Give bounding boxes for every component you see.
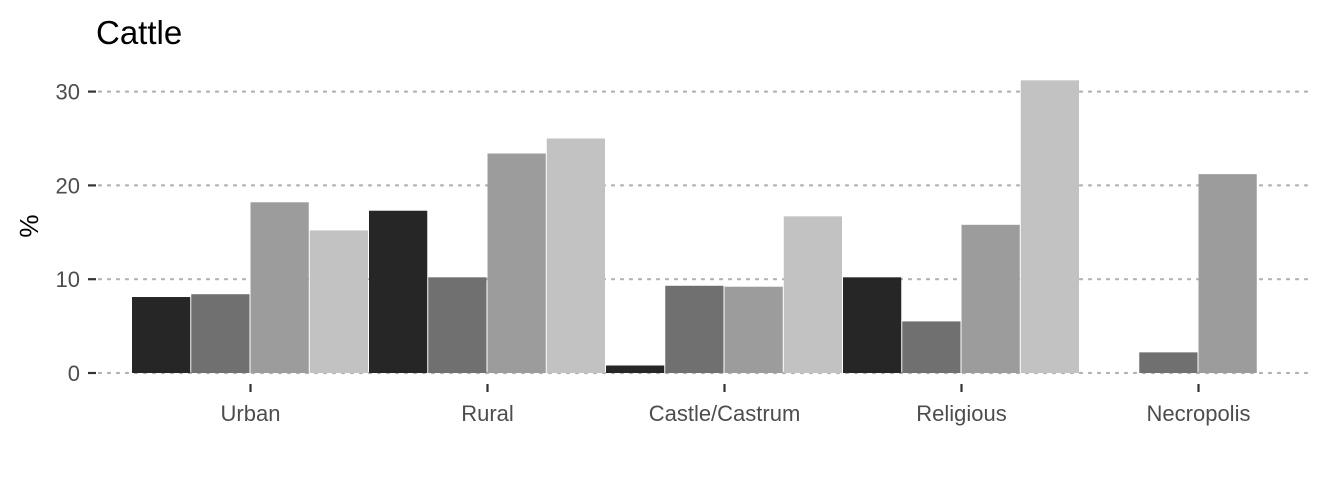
bar-urban-series-3 <box>250 202 309 373</box>
y-tick-label: 20 <box>56 173 80 198</box>
bar-urban-series-4 <box>309 230 368 373</box>
bar-rural-series-2 <box>428 277 487 373</box>
axes: 0 10 20 30 Urban Rural Castle/Castrum Religious… <box>56 80 1251 426</box>
x-tick-label: Religious <box>916 401 1007 426</box>
bar-rural-series-3 <box>487 153 546 373</box>
bar-religious-series-2 <box>902 321 961 373</box>
bar-rural-series-1 <box>369 210 428 373</box>
bars <box>132 80 1257 373</box>
bar-religious-series-3 <box>961 224 1020 373</box>
bar-necropolis-series-2 <box>1139 352 1198 373</box>
bar-rural-series-4 <box>546 138 605 373</box>
x-tick-label: Necropolis <box>1147 401 1251 426</box>
y-tick-label: 30 <box>56 80 80 105</box>
bar-religious-series-4 <box>1020 80 1079 373</box>
bar-necropolis-series-3 <box>1198 174 1257 373</box>
x-tick-label: Rural <box>461 401 514 426</box>
bar-religious-series-1 <box>843 277 902 373</box>
bar-urban-series-2 <box>191 294 250 373</box>
x-tick-label: Urban <box>221 401 281 426</box>
bar-castle-castrum-series-4 <box>783 216 842 373</box>
bar-castle-castrum-series-2 <box>665 285 724 373</box>
chart-title: Cattle <box>96 14 182 51</box>
y-tick-label: 0 <box>68 361 80 386</box>
x-tick-label: Castle/Castrum <box>649 401 801 426</box>
bar-urban-series-1 <box>132 297 191 373</box>
bar-castle-castrum-series-3 <box>724 286 783 373</box>
bar-castle-castrum-series-1 <box>606 365 665 373</box>
y-axis-title: % <box>14 214 44 237</box>
y-tick-label: 10 <box>56 267 80 292</box>
